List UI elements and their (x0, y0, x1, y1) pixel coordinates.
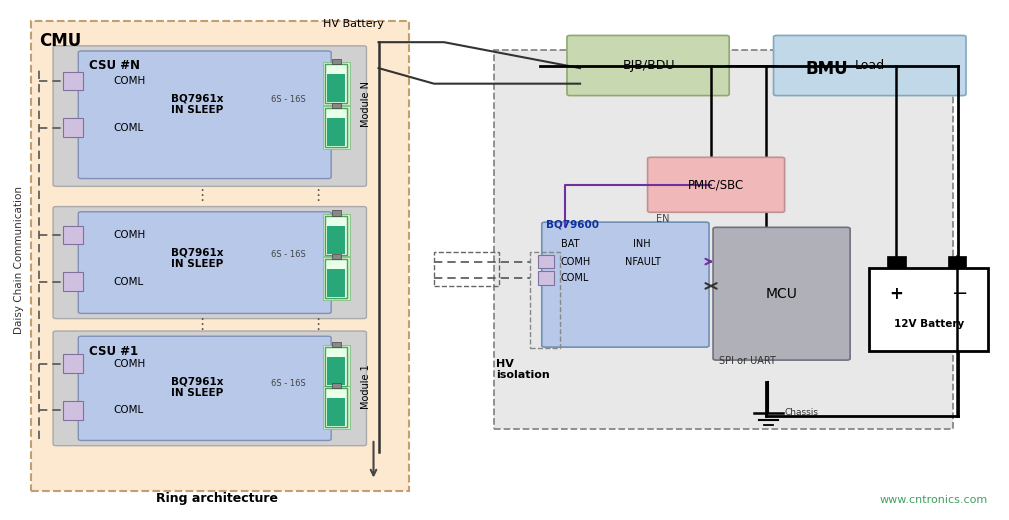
Text: BQ7961x
IN SLEEP: BQ7961x IN SLEEP (171, 376, 223, 398)
Text: ⋮: ⋮ (195, 317, 210, 332)
Text: ⋮: ⋮ (311, 188, 326, 203)
Text: Daisy Chain Communication: Daisy Chain Communication (14, 186, 24, 334)
Bar (538, 255, 554, 268)
Bar (887, 256, 905, 268)
Text: COMH: COMH (114, 230, 145, 240)
Bar (332, 211, 341, 216)
Bar (332, 103, 341, 108)
Text: CSU #N: CSU #N (90, 59, 140, 72)
Bar (332, 59, 341, 64)
Bar (64, 72, 84, 90)
Text: BMU: BMU (805, 60, 849, 79)
Text: INH: INH (634, 239, 651, 250)
FancyBboxPatch shape (79, 336, 331, 440)
Bar (947, 256, 966, 268)
Text: 12V Battery: 12V Battery (894, 319, 964, 329)
Bar (327, 74, 345, 102)
Bar (325, 64, 347, 103)
Text: HV
isolation: HV isolation (496, 358, 550, 380)
Text: HV Battery: HV Battery (323, 19, 384, 29)
Text: ⋮: ⋮ (195, 188, 210, 203)
Bar (332, 254, 341, 259)
Text: COMH: COMH (114, 359, 145, 369)
Text: 6S - 16S: 6S - 16S (271, 379, 306, 388)
Text: Ring architecture: Ring architecture (156, 492, 278, 505)
Bar (323, 62, 349, 105)
Text: Load: Load (856, 59, 885, 72)
FancyBboxPatch shape (774, 35, 966, 96)
FancyBboxPatch shape (713, 227, 851, 360)
Text: COML: COML (561, 273, 589, 283)
FancyBboxPatch shape (79, 51, 331, 178)
FancyBboxPatch shape (53, 46, 366, 186)
Bar (327, 398, 345, 426)
Bar (64, 272, 84, 291)
Bar (870, 268, 988, 351)
Bar (327, 357, 345, 385)
Bar (64, 226, 84, 244)
Text: COMH: COMH (114, 76, 145, 86)
Text: COML: COML (114, 123, 144, 133)
Bar (323, 345, 349, 388)
Text: PMIC/SBC: PMIC/SBC (688, 178, 745, 191)
Bar (434, 252, 499, 286)
Bar (327, 268, 345, 296)
FancyBboxPatch shape (53, 331, 366, 446)
Text: 6S - 16S: 6S - 16S (271, 95, 306, 103)
Bar (494, 50, 952, 428)
Text: CMU: CMU (39, 32, 82, 50)
Bar (323, 214, 349, 256)
Text: BQ7961x
IN SLEEP: BQ7961x IN SLEEP (171, 248, 223, 269)
Text: +: + (890, 285, 903, 303)
Bar (327, 226, 345, 254)
Bar (538, 271, 554, 285)
Bar (325, 347, 347, 386)
Bar (323, 386, 349, 429)
Bar (325, 388, 347, 427)
Bar (325, 216, 347, 255)
FancyBboxPatch shape (542, 222, 709, 347)
Text: BQ7961x
IN SLEEP: BQ7961x IN SLEEP (171, 94, 223, 115)
Text: www.cntronics.com: www.cntronics.com (880, 495, 988, 505)
Bar (31, 21, 409, 491)
FancyBboxPatch shape (79, 212, 331, 314)
Text: COML: COML (114, 406, 144, 415)
Text: BAT: BAT (561, 239, 579, 250)
Bar (323, 257, 349, 300)
Text: EN: EN (656, 214, 669, 224)
Text: BJB/BDU: BJB/BDU (623, 59, 675, 72)
Bar (332, 342, 341, 347)
Text: 6S - 16S: 6S - 16S (271, 250, 306, 259)
FancyBboxPatch shape (53, 206, 366, 319)
Bar (64, 119, 84, 137)
Text: Module N: Module N (361, 82, 371, 127)
Text: Module 1: Module 1 (361, 365, 371, 409)
Bar (325, 259, 347, 297)
Bar (64, 355, 84, 373)
Text: CSU #1: CSU #1 (90, 345, 138, 358)
Bar (64, 401, 84, 420)
Text: MCU: MCU (766, 287, 797, 301)
Bar (327, 118, 345, 146)
Bar (325, 108, 347, 147)
Text: COMH: COMH (561, 256, 591, 267)
Text: ⋮: ⋮ (311, 317, 326, 332)
FancyBboxPatch shape (648, 158, 785, 212)
Text: NFAULT: NFAULT (626, 256, 661, 267)
Bar (530, 252, 560, 348)
Text: BQ79600: BQ79600 (546, 219, 598, 229)
Text: COML: COML (114, 277, 144, 287)
Bar (323, 107, 349, 149)
Bar (332, 383, 341, 388)
Text: SPI or UART: SPI or UART (719, 356, 776, 366)
Text: −: − (951, 284, 968, 303)
FancyBboxPatch shape (567, 35, 730, 96)
Text: Chassis: Chassis (785, 409, 818, 418)
